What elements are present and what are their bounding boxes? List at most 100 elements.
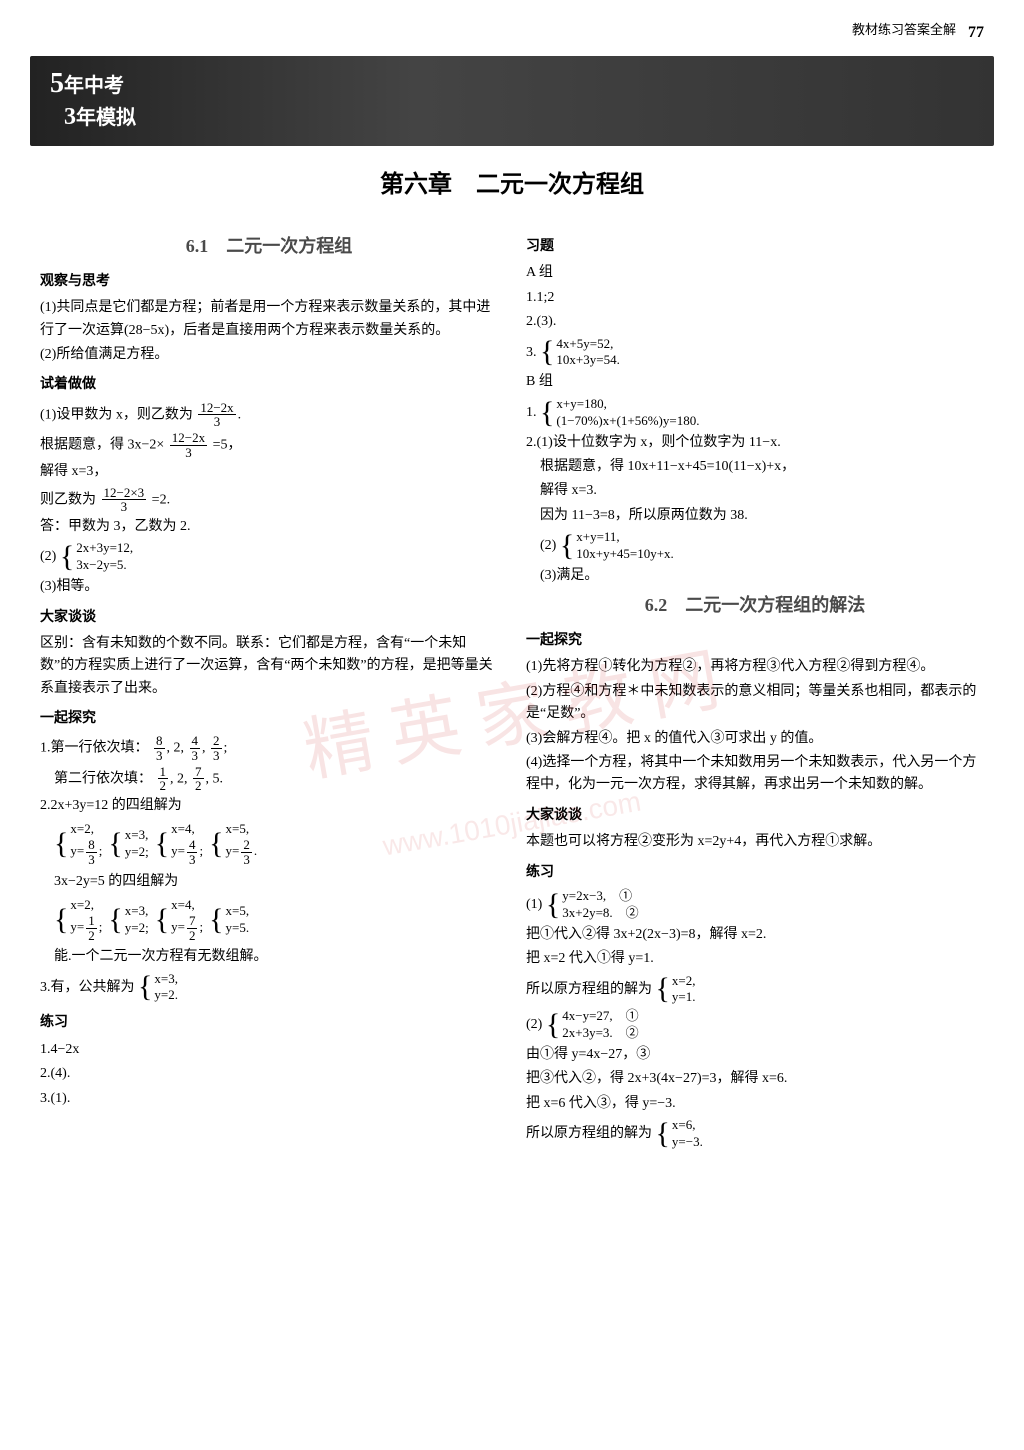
right-column: 习题 A 组 1.1;2 2.(3). 3. { 4x+5y=52,10x+3y… <box>526 228 984 1153</box>
sz3: (3)相等。 <box>40 576 498 598</box>
solution-system: {x=5,y=23. <box>209 821 257 866</box>
heading-dajia2: 大家谈谈 <box>526 805 984 827</box>
heading-dajia: 大家谈谈 <box>40 607 498 629</box>
a3: 3. { 4x+5y=52,10x+3y=54. <box>526 336 984 370</box>
lx2: 2.(4). <box>40 1063 498 1085</box>
sz2-system: { 2x+3y=12,3x−2y=5. <box>60 540 133 574</box>
section-6-1-title: 6.1 二元一次方程组 <box>40 232 498 261</box>
sz1-e-tail: =2. <box>152 492 170 507</box>
y2-1: (1)先将方程①转化为方程②，再将方程③代入方程②得到方程④。 <box>526 656 984 678</box>
sz1-e: 则乙数为 12−2×33 =2. <box>40 486 498 514</box>
sz1-b: 根据题意，得 3x−2× 12−2x3 =5， <box>40 431 498 459</box>
b2a: 2.(1)设十位数字为 x，则个位数字为 11−x. <box>526 432 984 454</box>
lx2-2-system: { 4x−y=27, ①2x+3y=3. ② <box>546 1008 639 1042</box>
solution-system: {x=5,y=5. <box>209 903 249 937</box>
sz2-pre: (2) <box>40 549 56 564</box>
yq1: 1.第一行依次填： 83, 2, 43, 23; <box>40 734 498 762</box>
heading-shizuo: 试着做做 <box>40 374 498 396</box>
lx2-2-sol: { x=6,y=−3. <box>656 1117 703 1151</box>
lx1: 1.4−2x <box>40 1039 498 1061</box>
banner-l1: 年中考 <box>64 75 124 97</box>
lx2-2c: 把 x=6 代入③，得 y=−3. <box>526 1093 984 1115</box>
banner-big3: 3 <box>64 104 76 130</box>
solution-system: {x=4,y=72; <box>155 897 203 942</box>
y2-2: (2)方程④和方程＊中未知数表示的意义相同；等量关系也相同，都表示的是“足数”。 <box>526 681 984 726</box>
sz1-a: (1)设甲数为 x，则乙数为 12−2x3. <box>40 401 498 429</box>
page-number: 77 <box>968 20 984 46</box>
solution-system: {x=4,y=43; <box>155 821 203 866</box>
b2c: 解得 x=3. <box>526 480 984 502</box>
header-label: 教材练习答案全解 <box>852 20 956 46</box>
lx2-1c-text: 所以原方程组的解为 <box>526 982 652 997</box>
page-header: 教材练习答案全解 77 <box>0 0 1024 56</box>
b1: 1. { x+y=180,(1−70%)x+(1+56%)y=180. <box>526 396 984 430</box>
lx2-1a: 把①代入②得 3x+2(2x−3)=8，解得 x=2. <box>526 924 984 946</box>
gc-1: (1)共同点是它们都是方程；前者是用一个方程来表示数量关系的，其中进行了一次运算… <box>40 297 498 342</box>
solution-system: {x=2,y=83; <box>54 821 102 866</box>
y2-3: (3)会解方程④。把 x 的值代入③可求出 y 的值。 <box>526 728 984 750</box>
a3-system: { 4x+5y=52,10x+3y=54. <box>540 336 620 370</box>
b2-3: (3)满足。 <box>526 565 984 587</box>
a1: 1.1;2 <box>526 287 984 309</box>
lx2-1c: 所以原方程组的解为 { x=2,y=1. <box>526 973 984 1007</box>
lx2-1-system: { y=2x−3, ①3x+2y=8. ② <box>546 888 639 922</box>
sz1-b-text: 根据题意，得 3x−2× <box>40 437 164 452</box>
yq2b-solutions: {x=2,y=12;{x=3,y=2;{x=4,y=72;{x=5,y=5. <box>40 897 498 942</box>
yq3: 3.有，公共解为 { x=3,y=2. <box>40 971 498 1005</box>
sz2: (2) { 2x+3y=12,3x−2y=5. <box>40 540 498 574</box>
sz1-c: =5， <box>213 437 242 452</box>
lx3: 3.(1). <box>40 1088 498 1110</box>
lx2-2b: 把③代入②，得 2x+3(4x−27)=3，解得 x=6. <box>526 1068 984 1090</box>
lx2-2a: 由①得 y=4x−27，③ <box>526 1044 984 1066</box>
sz1-frac: 12−2x3 <box>198 401 235 429</box>
heading-guancha: 观察与思考 <box>40 271 498 293</box>
b2-2-system: { x+y=11,10x+y+45=10y+x. <box>560 529 674 563</box>
dj2: 本题也可以将方程②变形为 x=2y+4，再代入方程①求解。 <box>526 831 984 853</box>
yq2b-head: 3x−2y=5 的四组解为 <box>40 871 498 893</box>
heading-yiqi: 一起探究 <box>40 708 498 730</box>
dj1: 区别：含有未知数的个数不同。联系：它们都是方程，含有“一个未知数”的方程实质上进… <box>40 633 498 700</box>
yq2-head: 2.2x+3y=12 的四组解为 <box>40 795 498 817</box>
b2-2-pre: (2) <box>540 538 556 553</box>
lx2-1-pre: (1) <box>526 897 542 912</box>
b1-system: { x+y=180,(1−70%)x+(1+56%)y=180. <box>540 396 699 430</box>
heading-yiqi2: 一起探究 <box>526 630 984 652</box>
yq1-head: 1.第一行依次填： <box>40 741 149 756</box>
content-columns: 精 英 家 教 网 www.1010jiajiao.com 6.1 二元一次方程… <box>0 228 1024 1183</box>
lx2-2-pre: (2) <box>526 1017 542 1032</box>
gc-2: (2)所给值满足方程。 <box>40 344 498 366</box>
chapter-title: 第六章 二元一次方程组 <box>0 166 1024 204</box>
b2-2: (2) { x+y=11,10x+y+45=10y+x. <box>526 529 984 563</box>
section-6-2-title: 6.2 二元一次方程组的解法 <box>526 591 984 620</box>
sz1-f: 答：甲数为 3，乙数为 2. <box>40 516 498 538</box>
lx2-1-sol: { x=2,y=1. <box>656 973 696 1007</box>
yq1b: 第二行依次填： 12, 2, 72, 5. <box>40 765 498 793</box>
banner-l2: 年模拟 <box>76 107 136 129</box>
b2d: 因为 11−3=8，所以原两位数为 38. <box>526 505 984 527</box>
y2-4: (4)选择一个方程，将其中一个未知数用另一个未知数表示，代入另一个方程中，化为一… <box>526 752 984 797</box>
sz1-e-text: 则乙数为 <box>40 492 96 507</box>
sz1-a-text: (1)设甲数为 x，则乙数为 <box>40 407 193 422</box>
yq1b-head: 第二行依次填： <box>54 771 152 786</box>
a3-pre: 3. <box>526 345 537 360</box>
lx2-2d: 所以原方程组的解为 { x=6,y=−3. <box>526 1117 984 1151</box>
left-column: 6.1 二元一次方程组 观察与思考 (1)共同点是它们都是方程；前者是用一个方程… <box>40 228 498 1153</box>
solution-system: {x=3,y=2; <box>108 827 148 861</box>
banner: 5年中考 3年模拟 <box>30 56 994 146</box>
yq2-tail: 能.一个二元一次方程有无数组解。 <box>40 946 498 968</box>
banner-big5: 5 <box>50 68 64 99</box>
yq3-system: { x=3,y=2. <box>138 971 178 1005</box>
solution-system: {x=3,y=2; <box>108 903 148 937</box>
sz1-b-frac: 12−2x3 <box>170 431 207 459</box>
heading-lianxi2: 练习 <box>526 862 984 884</box>
sz1-d: 解得 x=3， <box>40 461 498 483</box>
sz1-e-frac: 12−2×33 <box>102 486 147 514</box>
yq3-head: 3.有，公共解为 <box>40 980 135 995</box>
lx2-1b: 把 x=2 代入①得 y=1. <box>526 948 984 970</box>
heading-xiti: 习题 <box>526 236 984 258</box>
heading-bzu: B 组 <box>526 371 984 393</box>
yq2-solutions: {x=2,y=83;{x=3,y=2;{x=4,y=43;{x=5,y=23. <box>40 821 498 866</box>
solution-system: {x=2,y=12; <box>54 897 102 942</box>
banner-badge: 5年中考 3年模拟 <box>50 66 136 134</box>
a2: 2.(3). <box>526 311 984 333</box>
